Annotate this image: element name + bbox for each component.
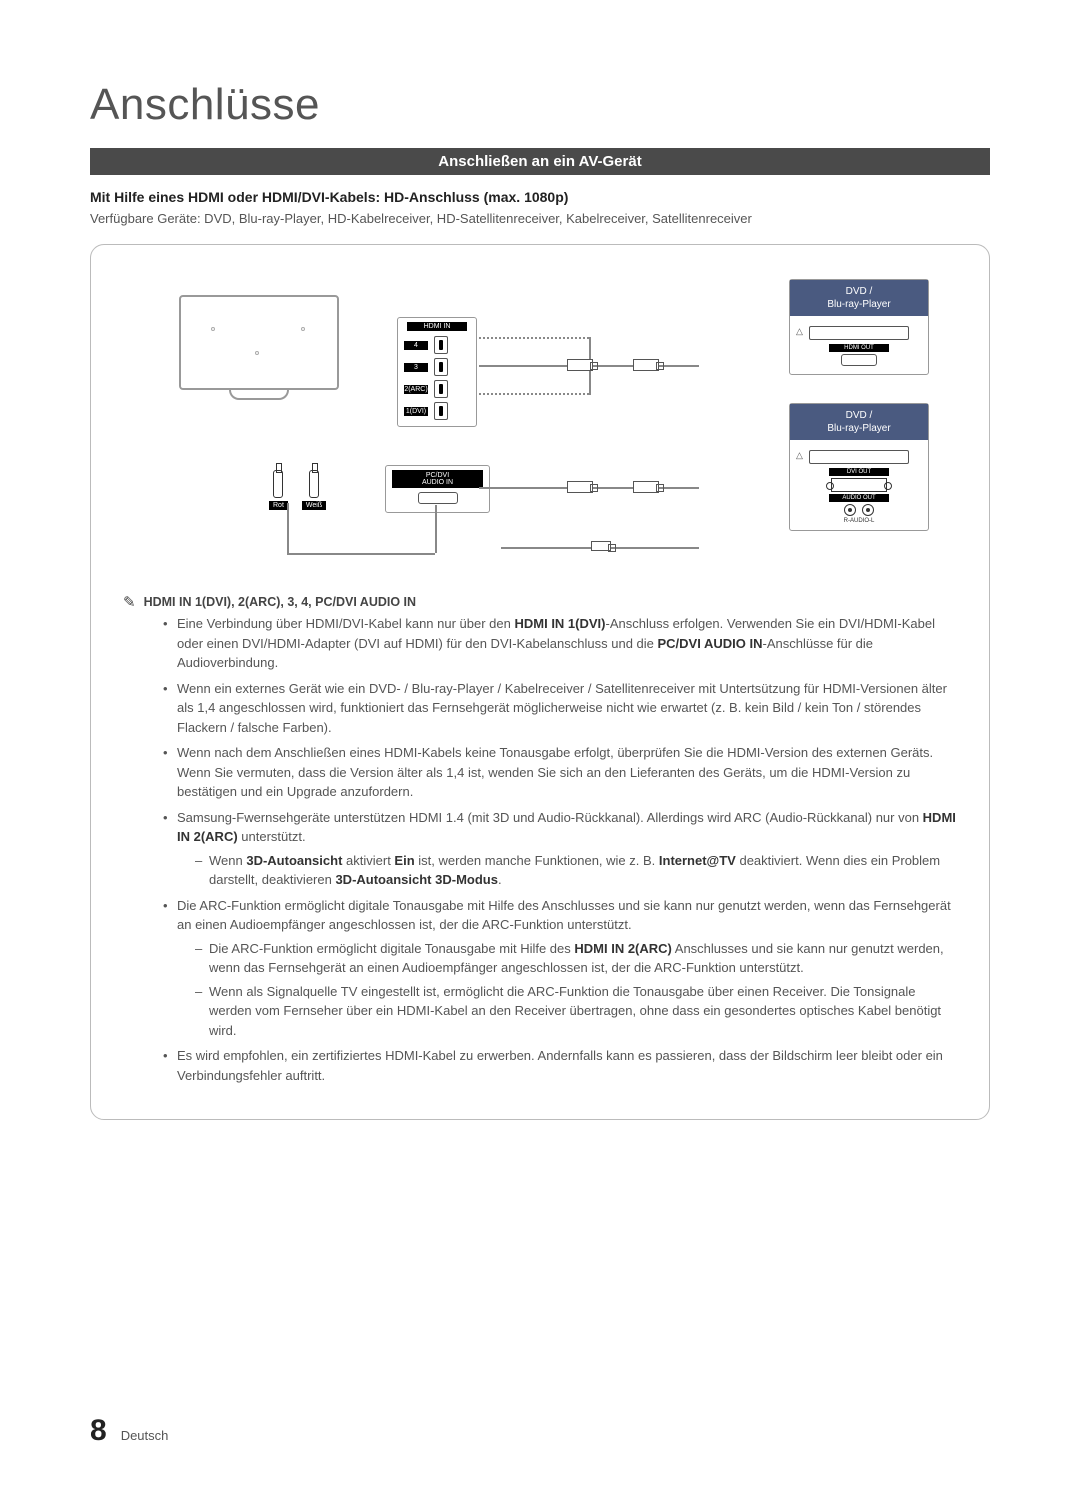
- tv-icon: [179, 295, 339, 405]
- hdmi-port-1dvi: 1(DVI): [404, 407, 428, 416]
- page-title: Anschlüsse: [90, 80, 990, 130]
- audio-connector: [591, 541, 611, 551]
- bullet-4: Samsung-Fwernsehgeräte unterstützen HDMI…: [163, 808, 959, 890]
- hdmi-connector-1: [567, 359, 593, 371]
- dvi-connector-2: [633, 481, 659, 493]
- cable-hdmi4: [479, 337, 589, 339]
- connection-diagram: HDMI IN 4 3 2(ARC) 1(DVI) PC/DVI AUDIO I…: [121, 265, 959, 585]
- description: Verfügbare Geräte: DVD, Blu-ray-Player, …: [90, 211, 990, 226]
- panel-drop: [435, 505, 437, 553]
- device2-audio-out: AUDIO OUT: [829, 494, 889, 502]
- rca-jacks: Rot Weiß: [269, 470, 326, 510]
- page-language: Deutsch: [121, 1428, 169, 1443]
- pcdvi-audio-panel: PC/DVI AUDIO IN: [385, 465, 490, 513]
- bullet-5: Die ARC-Funktion ermöglicht digitale Ton…: [163, 896, 959, 1041]
- notes-list: Eine Verbindung über HDMI/DVI-Kabel kann…: [121, 614, 959, 1085]
- bullet-3: Wenn nach dem Anschließen eines HDMI-Kab…: [163, 743, 959, 802]
- jack-red: Rot: [269, 470, 288, 510]
- device2-title: DVD / Blu-ray-Player: [790, 404, 928, 440]
- jack-cable: [287, 503, 289, 553]
- bullet-6: Es wird empfohlen, ein zertifiziertes HD…: [163, 1046, 959, 1085]
- pcdvi-label: PC/DVI AUDIO IN: [392, 470, 483, 488]
- device-dvd-2: DVD / Blu-ray-Player DVI OUT AUDIO OUT R…: [789, 403, 929, 531]
- hdmi-port-2arc: 2(ARC): [404, 385, 428, 394]
- cable-hdmi2: [479, 393, 589, 395]
- bullet-4-dash-1: Wenn 3D-Autoansicht aktiviert Ein ist, w…: [195, 851, 959, 890]
- jack-white: Weiß: [302, 470, 326, 510]
- note-heading: HDMI IN 1(DVI), 2(ARC), 3, 4, PC/DVI AUD…: [144, 595, 416, 609]
- bullet-1: Eine Verbindung über HDMI/DVI-Kabel kann…: [163, 614, 959, 673]
- bullet-5-dash-1: Die ARC-Funktion ermöglicht digitale Ton…: [195, 939, 959, 978]
- page-footer: 8 Deutsch: [90, 1414, 168, 1448]
- hdmi-port-3: 3: [404, 363, 428, 372]
- device2-audio-lr: R-AUDIO-L: [798, 518, 920, 524]
- note-heading-row: ✎ HDMI IN 1(DVI), 2(ARC), 3, 4, PC/DVI A…: [123, 595, 959, 610]
- hdmi-port-4: 4: [404, 341, 428, 350]
- bullet-2: Wenn ein externes Gerät wie ein DVD- / B…: [163, 679, 959, 738]
- page-number: 8: [90, 1414, 107, 1448]
- bullet-5-dash-2: Wenn als Signalquelle TV eingestellt ist…: [195, 982, 959, 1041]
- device1-hdmi-out: HDMI OUT: [829, 344, 889, 352]
- note-icon: ✎: [123, 595, 136, 610]
- hdmi-in-panel: HDMI IN 4 3 2(ARC) 1(DVI): [397, 317, 477, 427]
- hdmi-connector-2: [633, 359, 659, 371]
- sub-heading: Mit Hilfe eines HDMI oder HDMI/DVI-Kabel…: [90, 189, 990, 205]
- diagram-container: HDMI IN 4 3 2(ARC) 1(DVI) PC/DVI AUDIO I…: [90, 244, 990, 1120]
- device-dvd-1: DVD / Blu-ray-Player HDMI OUT: [789, 279, 929, 375]
- jack-to-panel: [287, 553, 435, 555]
- device2-dvi-out: DVI OUT: [829, 468, 889, 476]
- hdmi-in-label: HDMI IN: [407, 322, 467, 331]
- dvi-connector-1: [567, 481, 593, 493]
- device1-title: DVD / Blu-ray-Player: [790, 280, 928, 316]
- section-header: Anschließen an ein AV-Gerät: [90, 148, 990, 175]
